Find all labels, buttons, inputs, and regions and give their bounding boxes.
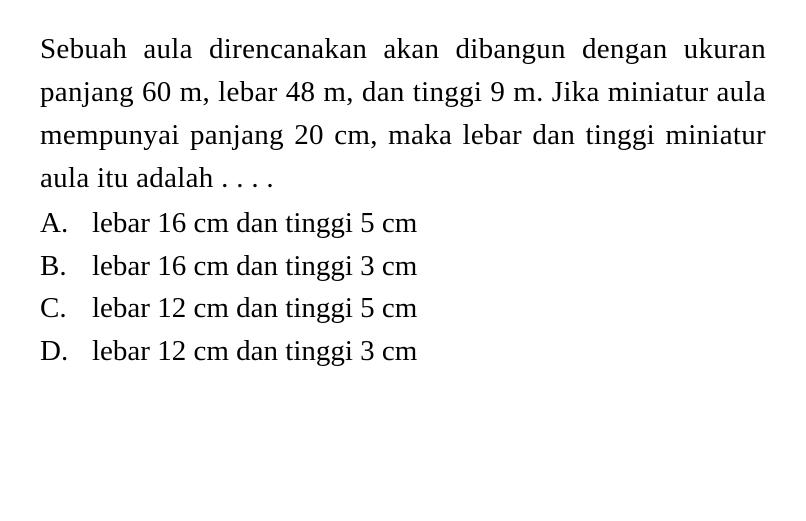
option-letter: B. — [40, 245, 92, 288]
option-letter: A. — [40, 202, 92, 245]
option-d: D. lebar 12 cm dan tinggi 3 cm — [40, 330, 766, 373]
option-letter: D. — [40, 330, 92, 373]
option-letter: C. — [40, 287, 92, 330]
option-a: A. lebar 16 cm dan tinggi 5 cm — [40, 202, 766, 245]
question-container: Sebuah aula direncanakan akan dibangun d… — [40, 28, 766, 373]
option-text: lebar 12 cm dan tinggi 3 cm — [92, 330, 766, 373]
options-list: A. lebar 16 cm dan tinggi 5 cm B. lebar … — [40, 202, 766, 374]
option-text: lebar 12 cm dan tinggi 5 cm — [92, 287, 766, 330]
question-text: Sebuah aula direncanakan akan dibangun d… — [40, 28, 766, 200]
option-text: lebar 16 cm dan tinggi 3 cm — [92, 245, 766, 288]
option-c: C. lebar 12 cm dan tinggi 5 cm — [40, 287, 766, 330]
option-text: lebar 16 cm dan tinggi 5 cm — [92, 202, 766, 245]
option-b: B. lebar 16 cm dan tinggi 3 cm — [40, 245, 766, 288]
